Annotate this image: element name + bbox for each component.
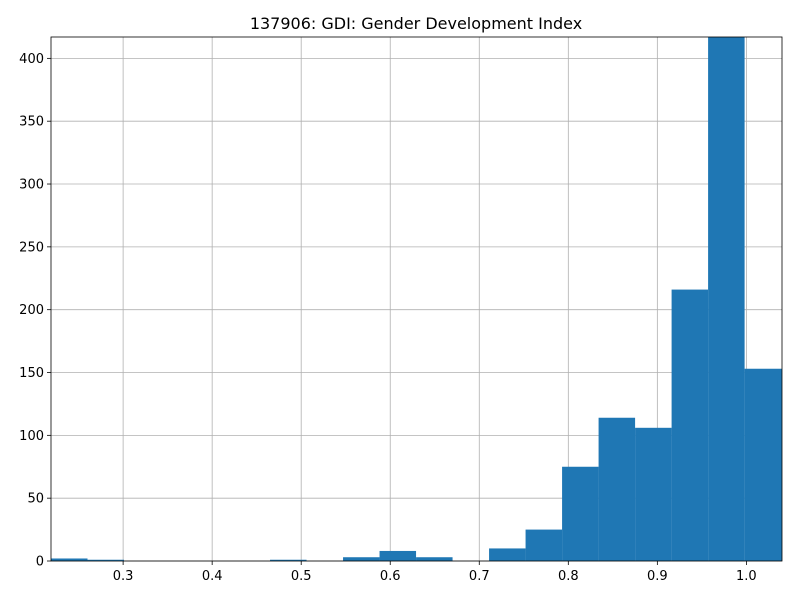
histogram-bar xyxy=(270,559,307,561)
y-tick-label: 0 xyxy=(36,555,44,570)
histogram-bar xyxy=(708,37,745,561)
histogram-bar xyxy=(379,550,417,561)
y-tick-label: 100 xyxy=(19,429,44,444)
histogram-bar xyxy=(343,557,380,561)
chart-title: 137906: GDI: Gender Development Index xyxy=(250,14,582,33)
y-tick-label: 200 xyxy=(19,303,44,318)
histogram-bar xyxy=(87,559,125,561)
y-axis: 0 50 100 150 200 250 300 350 400 xyxy=(19,52,51,570)
x-tick-label: 0.7 xyxy=(469,569,490,584)
y-tick-label: 300 xyxy=(19,178,44,193)
histogram-bar xyxy=(489,548,526,561)
y-tick-label: 150 xyxy=(19,366,44,381)
grid-lines xyxy=(51,37,782,562)
histogram-bar xyxy=(598,417,636,561)
y-tick-label: 250 xyxy=(19,240,44,255)
histogram-bar xyxy=(51,558,88,561)
x-tick-label: 0.9 xyxy=(647,569,668,584)
x-tick-label: 0.6 xyxy=(380,569,401,584)
y-tick-label: 350 xyxy=(19,115,44,130)
histogram-bar xyxy=(525,529,563,561)
x-tick-label: 0.8 xyxy=(558,569,579,584)
x-tick-label: 1.0 xyxy=(736,569,757,584)
y-tick-label: 400 xyxy=(19,52,44,67)
histogram-bar xyxy=(562,466,599,561)
y-tick-label: 50 xyxy=(27,492,44,507)
x-axis: 0.3 0.4 0.5 0.6 0.7 0.8 0.9 1.0 xyxy=(113,561,757,584)
x-tick-label: 0.3 xyxy=(113,569,134,584)
histogram-bar xyxy=(416,557,453,561)
x-tick-label: 0.5 xyxy=(291,569,312,584)
x-tick-label: 0.4 xyxy=(202,569,223,584)
plot-frame xyxy=(50,36,783,562)
histogram-bar xyxy=(744,368,782,561)
histogram-bar xyxy=(671,289,709,561)
histogram-bars xyxy=(51,37,782,561)
histogram-bar xyxy=(635,427,672,561)
